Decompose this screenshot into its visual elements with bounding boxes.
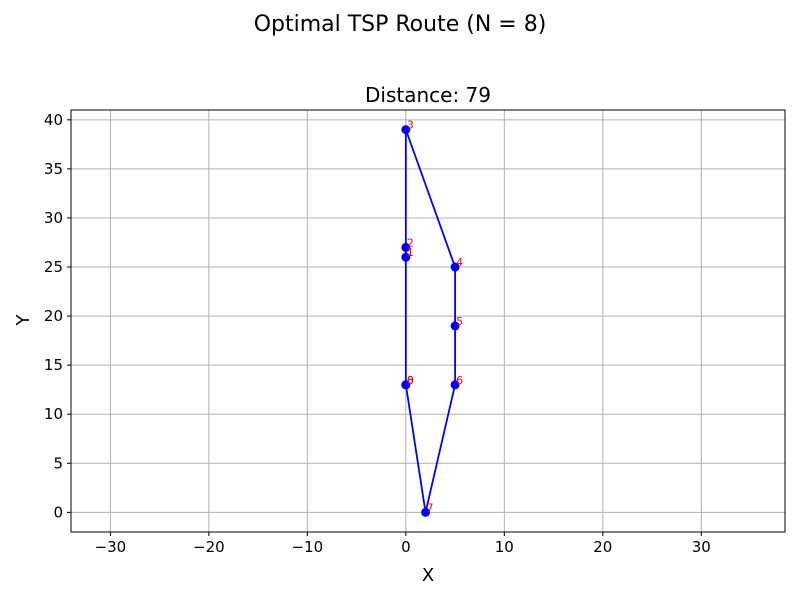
- y-axis-label: Y: [13, 314, 34, 327]
- city-label: 8: [407, 374, 414, 387]
- city-marker: [401, 380, 411, 390]
- x-tick-label: 20: [593, 538, 612, 556]
- city-marker: [450, 380, 460, 390]
- city-marker: [401, 252, 411, 262]
- route: [404, 129, 456, 513]
- y-tick-label: 5: [53, 454, 63, 472]
- y-tick-label: 35: [44, 160, 63, 178]
- chart-title: Distance: 79: [365, 83, 491, 107]
- x-tick-label: −30: [95, 538, 127, 556]
- city-label: 1: [407, 246, 414, 259]
- y-tick-label: 25: [44, 258, 63, 276]
- city-marker: [401, 125, 411, 135]
- route-line: [404, 129, 456, 513]
- city-marker: [450, 262, 460, 272]
- city-marker: [450, 321, 460, 331]
- y-tick-label: 15: [44, 356, 63, 374]
- city-label: 2: [407, 236, 414, 249]
- city-label: 0: [407, 374, 414, 387]
- y-tick-label: 40: [44, 111, 63, 129]
- y-tick-label: 0: [53, 503, 63, 521]
- x-tick-label: 0: [401, 538, 411, 556]
- city-label: 6: [456, 374, 463, 387]
- y-tick-label: 10: [44, 405, 63, 423]
- chart-suptitle: Optimal TSP Route (N = 8): [254, 12, 547, 37]
- city-marker: [401, 242, 411, 252]
- city-marker: [421, 507, 431, 517]
- y-tick-label: 30: [44, 209, 63, 227]
- x-tick-label: −10: [292, 538, 324, 556]
- x-tick-label: 30: [692, 538, 711, 556]
- city-label: 4: [456, 256, 463, 269]
- x-tick-label: 10: [495, 538, 514, 556]
- city-label: 5: [456, 315, 463, 328]
- x-axis-label: X: [422, 565, 434, 586]
- grid: [71, 110, 785, 532]
- markers: [401, 125, 460, 517]
- city-label: 3: [407, 119, 414, 132]
- point-labels: 0 12 3 4 5 6 7 8: [407, 119, 463, 515]
- x-tick-label: −20: [193, 538, 225, 556]
- city-label: 7: [427, 501, 434, 514]
- y-tick-label: 20: [44, 307, 63, 325]
- plot-area: [70, 109, 786, 533]
